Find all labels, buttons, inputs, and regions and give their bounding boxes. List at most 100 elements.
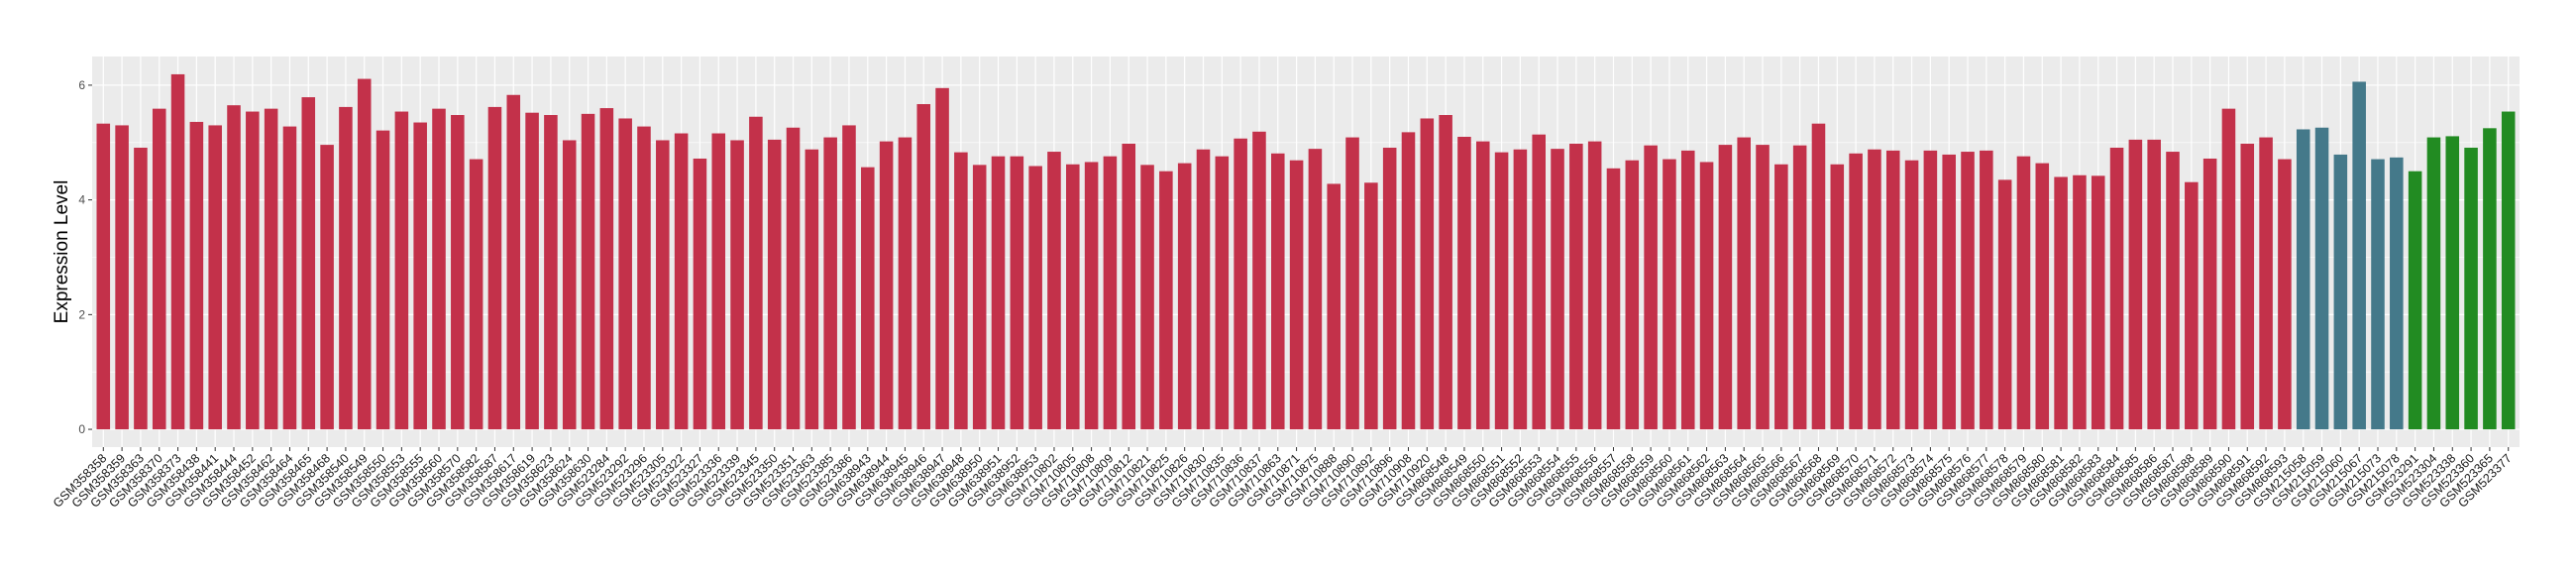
bar-GSM868589 (2202, 158, 2217, 430)
bar-GSM868586 (2147, 139, 2161, 430)
bars (96, 73, 2516, 430)
bar-GSM638951 (991, 156, 1006, 430)
bar-GSM215058 (2296, 129, 2310, 430)
bar-GSM358363 (134, 147, 148, 430)
bar-GSM358560 (432, 108, 446, 430)
bar-GSM868580 (2035, 163, 2050, 430)
bar-GSM868569 (1830, 164, 1845, 430)
bar-GSM358370 (152, 108, 166, 430)
bar-GSM868553 (1532, 134, 1546, 430)
bar-GSM868560 (1663, 159, 1676, 430)
bar-GSM523339 (730, 140, 744, 430)
bar-GSM868572 (1885, 150, 1900, 430)
y-tick-label: 6 (78, 78, 85, 92)
bar-GSM638952 (1010, 156, 1024, 430)
bar-GSM710908 (1401, 132, 1416, 430)
bar-GSM523322 (674, 133, 689, 430)
bar-GSM868564 (1737, 137, 1751, 430)
bar-GSM868576 (1961, 152, 1975, 430)
bar-GSM868557 (1606, 168, 1621, 430)
bar-GSM358619 (525, 112, 539, 430)
bar-GSM868558 (1625, 160, 1640, 430)
bar-GSM710826 (1177, 163, 1192, 430)
bar-GSM358444 (227, 105, 241, 430)
bar-GSM868575 (1942, 154, 1956, 430)
bar-GSM358540 (339, 106, 353, 430)
bar-GSM710830 (1196, 149, 1211, 430)
bar-GSM710821 (1140, 165, 1154, 430)
bar-GSM523351 (786, 127, 801, 430)
bar-GSM638953 (1028, 166, 1042, 430)
bar-GSM868593 (2278, 159, 2292, 430)
bar-GSM868551 (1494, 152, 1509, 430)
bar-GSM523363 (805, 149, 819, 430)
y-axis-title: Expression Level (52, 180, 72, 324)
bar-GSM523284 (599, 108, 614, 430)
bar-GSM358570 (451, 115, 465, 430)
bar-GSM868555 (1569, 143, 1583, 430)
bar-GSM868583 (2091, 175, 2105, 430)
bar-GSM868548 (1439, 115, 1452, 430)
y-axis: 0 2 4 6 (78, 78, 92, 436)
bar-GSM710808 (1084, 162, 1099, 430)
bar-GSM358549 (357, 78, 372, 430)
bar-GSM358623 (544, 115, 558, 430)
bar-GSM868570 (1849, 153, 1863, 430)
bar-GSM710871 (1289, 160, 1304, 430)
bar-GSM868573 (1904, 160, 1919, 430)
bar-GSM358373 (170, 73, 185, 430)
bar-GSM710863 (1271, 153, 1285, 430)
bar-GSM358441 (208, 125, 222, 430)
bar-GSM358582 (469, 159, 483, 430)
bar-GSM523360 (2464, 147, 2478, 430)
bar-GSM523305 (656, 140, 670, 430)
y-tick-label: 0 (78, 422, 85, 436)
bar-GSM523345 (749, 116, 763, 430)
bar-GSM868587 (2166, 152, 2180, 430)
bar-GSM523292 (618, 118, 632, 430)
bar-GSM868582 (2073, 174, 2087, 430)
bar-GSM358452 (246, 111, 260, 430)
bar-GSM358550 (376, 130, 390, 430)
bar-GSM868584 (2109, 147, 2124, 430)
bar-GSM710896 (1382, 147, 1397, 430)
bar-GSM358464 (282, 126, 297, 430)
bar-GSM868556 (1587, 141, 1602, 430)
bar-GSM523291 (2408, 171, 2422, 430)
bar-GSM523304 (2426, 137, 2441, 430)
bar-GSM215073 (2371, 159, 2385, 430)
bar-GSM868592 (2259, 137, 2273, 430)
bar-GSM638947 (935, 87, 949, 430)
bar-GSM868579 (2016, 156, 2031, 430)
bar-GSM523327 (693, 158, 707, 430)
bar-GSM710892 (1364, 182, 1378, 430)
bar-GSM868563 (1718, 145, 1733, 430)
bar-GSM710836 (1234, 138, 1247, 430)
bar-GSM868565 (1756, 145, 1770, 430)
bar-GSM523386 (842, 125, 856, 430)
bar-GSM868577 (1980, 150, 1993, 430)
bar-GSM868571 (1868, 149, 1881, 430)
bar-GSM710888 (1327, 183, 1341, 430)
bar-GSM638950 (972, 165, 987, 430)
bar-GSM710835 (1215, 156, 1230, 430)
bar-GSM523296 (637, 126, 651, 430)
bar-GSM638948 (954, 152, 968, 430)
bar-GSM523377 (2501, 111, 2516, 430)
bar-GSM358555 (413, 122, 427, 430)
bar-GSM710890 (1345, 137, 1359, 430)
bar-GSM358587 (487, 106, 502, 430)
bar-GSM358359 (115, 125, 129, 430)
bar-GSM868559 (1644, 145, 1658, 430)
y-tick-label: 4 (78, 193, 85, 207)
bar-GSM868567 (1792, 145, 1807, 430)
bar-GSM868552 (1513, 149, 1528, 430)
bar-GSM523385 (823, 137, 837, 430)
bar-GSM868574 (1923, 150, 1938, 430)
bar-GSM868568 (1811, 123, 1826, 430)
bar-GSM638943 (861, 167, 875, 430)
x-axis: GSM358358GSM358359GSM358363GSM358370GSM3… (51, 447, 2515, 511)
bar-GSM358553 (394, 111, 409, 430)
bar-GSM638946 (916, 104, 931, 430)
